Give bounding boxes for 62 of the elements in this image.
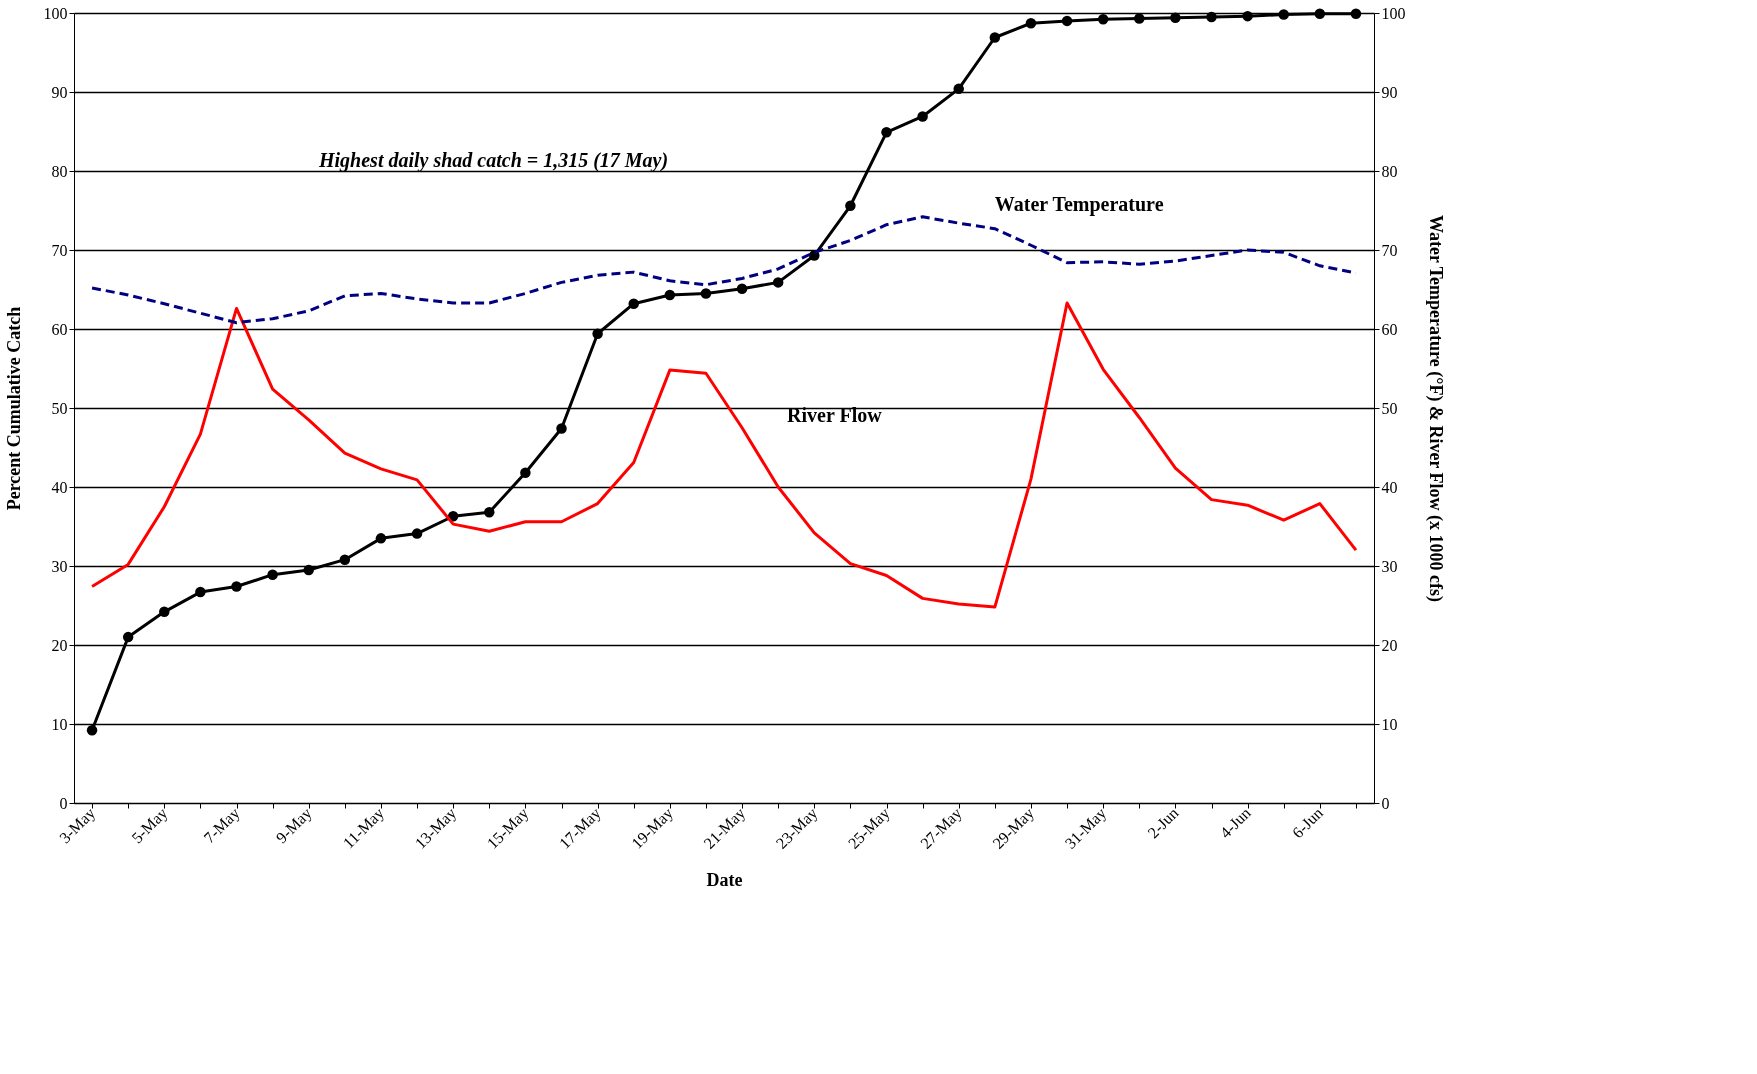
y2-axis-title: Water Temperature (°F) & River Flow (x 1000 cfs) bbox=[1424, 214, 1446, 603]
point bbox=[484, 507, 495, 518]
point bbox=[1097, 14, 1109, 25]
y-tick-label: 20 bbox=[51, 636, 68, 654]
point bbox=[159, 606, 170, 618]
y2-tick-label: 0 bbox=[1381, 794, 1390, 812]
point bbox=[989, 32, 1001, 43]
y-tick-label: 10 bbox=[51, 715, 68, 733]
point bbox=[86, 725, 98, 736]
point bbox=[1242, 10, 1253, 22]
x-axis-title: Date bbox=[706, 869, 743, 890]
point bbox=[556, 423, 567, 434]
y2-tick-label: 40 bbox=[1381, 478, 1398, 496]
point bbox=[664, 289, 676, 301]
y-axis-title: Percent Cumulative Catch bbox=[3, 306, 24, 511]
y2-tick-label: 10 bbox=[1381, 715, 1398, 733]
y2-tick-label: 20 bbox=[1381, 636, 1398, 654]
point bbox=[1134, 13, 1145, 24]
y2-tick-label: 80 bbox=[1381, 162, 1398, 180]
point bbox=[1278, 9, 1289, 20]
y-tick-label: 40 bbox=[51, 478, 68, 496]
series-label: Water Temperature bbox=[994, 192, 1164, 216]
point bbox=[953, 83, 964, 95]
point bbox=[1025, 18, 1037, 29]
point bbox=[520, 467, 531, 479]
point bbox=[1061, 15, 1073, 27]
point bbox=[195, 586, 206, 598]
point bbox=[881, 127, 892, 138]
y-tick-label: 30 bbox=[51, 557, 68, 575]
point bbox=[1314, 8, 1326, 20]
point bbox=[592, 328, 603, 339]
y-tick-label: 60 bbox=[51, 320, 68, 338]
point bbox=[339, 554, 351, 565]
point bbox=[122, 631, 134, 643]
y-tick-label: 100 bbox=[43, 4, 68, 22]
point bbox=[628, 298, 639, 309]
annotation: Highest daily shad catch = 1,315 (17 May) bbox=[318, 149, 669, 172]
point bbox=[772, 277, 784, 288]
y2-tick-label: 60 bbox=[1381, 320, 1398, 338]
y2-tick-label: 50 bbox=[1381, 399, 1398, 417]
y-tick-label: 80 bbox=[51, 162, 68, 180]
y2-tick-label: 90 bbox=[1381, 83, 1398, 101]
y-tick-label: 90 bbox=[51, 83, 68, 101]
point bbox=[231, 581, 242, 592]
point bbox=[1350, 8, 1362, 20]
y-tick-label: 50 bbox=[51, 399, 68, 417]
y2-tick-label: 100 bbox=[1381, 4, 1406, 22]
line-series bbox=[90, 301, 1358, 609]
point bbox=[411, 528, 423, 539]
point bbox=[1206, 11, 1217, 23]
point bbox=[700, 288, 712, 299]
point bbox=[375, 533, 387, 544]
y-tick-label: 70 bbox=[51, 241, 68, 259]
point bbox=[917, 111, 928, 122]
y2-tick-label: 70 bbox=[1381, 241, 1398, 259]
y-tick-label: 0 bbox=[59, 794, 68, 812]
point bbox=[1170, 12, 1181, 23]
point bbox=[303, 564, 314, 576]
point bbox=[736, 283, 748, 294]
point bbox=[267, 569, 278, 580]
y2-tick-label: 30 bbox=[1381, 557, 1398, 575]
point bbox=[845, 200, 856, 211]
